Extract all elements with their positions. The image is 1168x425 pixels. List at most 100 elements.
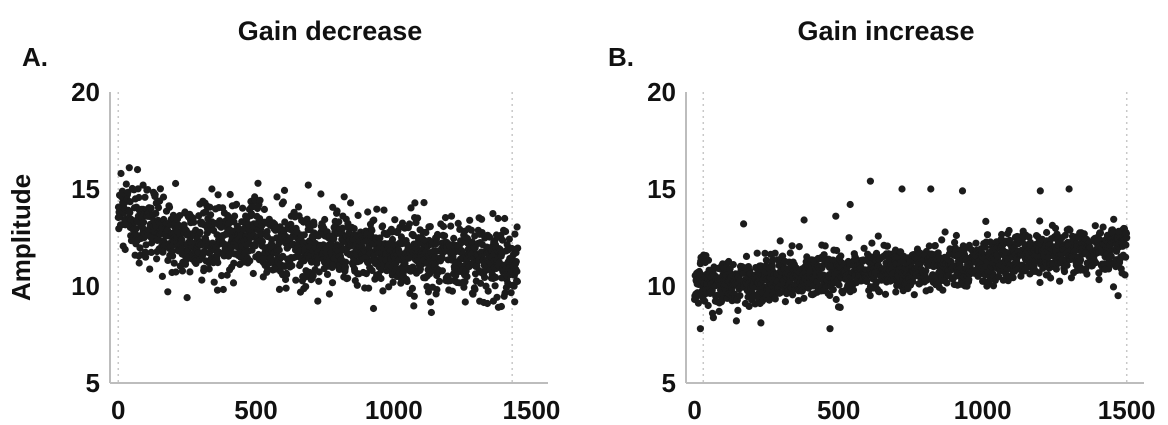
panel-a-point [491, 282, 499, 290]
panel-a-point [493, 293, 501, 301]
panel-a-point [300, 231, 308, 239]
panel-a-point [142, 241, 150, 249]
panel-a-point [344, 274, 352, 282]
panel-a-point [323, 270, 332, 278]
panel-b-point [821, 242, 829, 250]
panel-a-letter: A. [22, 42, 48, 72]
panel-a-point [301, 273, 309, 281]
panel-a-point [424, 288, 432, 296]
panel-a-point [282, 284, 290, 292]
panel-b-point [757, 319, 765, 327]
panel-b-point [732, 317, 740, 325]
panel-a-point [207, 211, 215, 219]
panel-a-point [147, 204, 155, 212]
panel-a-point [153, 255, 161, 263]
panel-a-point [232, 200, 241, 208]
panel-b-point [941, 228, 949, 236]
panel-b-chart: Gain increase B. 5 10 15 20 0 500 1000 1500 [608, 16, 1156, 425]
panel-a-point [126, 209, 134, 217]
panel-b-point [1052, 265, 1060, 273]
panel-b-point [927, 185, 935, 193]
panel-a-points [114, 164, 522, 317]
panel-a-point [226, 190, 234, 199]
panel-a-point [376, 234, 384, 242]
panel-a-point [460, 283, 468, 291]
panel-a-x-tick-label: 0 [111, 395, 125, 425]
panel-a-point [513, 277, 522, 286]
panel-a-point [230, 259, 238, 267]
panel-a-point [217, 223, 225, 231]
panel-a-point [144, 186, 152, 194]
panel-a-point [505, 235, 513, 243]
panel-a-point [342, 258, 350, 266]
panel-a-point [246, 257, 254, 265]
panel-a-point [205, 265, 213, 273]
panel-a-point [247, 210, 255, 218]
panel-a-point [450, 234, 458, 242]
panel-b-point [1025, 233, 1033, 241]
panel-b-point [740, 220, 748, 228]
panel-a-point [420, 199, 428, 207]
panel-a-point [328, 241, 336, 249]
panel-a-point [314, 297, 322, 305]
panel-a-point [427, 308, 435, 317]
panel-a-point [239, 204, 247, 212]
panel-b-point [1096, 229, 1105, 237]
panel-a-point [422, 228, 430, 237]
panel-b-point [892, 288, 900, 296]
panel-b-point [800, 294, 808, 302]
panel-b-point [779, 252, 787, 260]
panel-a-point [151, 190, 159, 199]
panel-a-point [502, 227, 510, 236]
panel-b-point [788, 242, 796, 250]
panel-b-point [1083, 270, 1091, 278]
panel-a-point [369, 304, 378, 313]
panel-a-point [368, 226, 376, 235]
panel-a-point [139, 181, 147, 189]
panel-a-point [501, 289, 509, 297]
panel-a-point [347, 199, 355, 207]
panel-b-point [835, 281, 843, 289]
panel-b-point [1043, 228, 1051, 237]
panel-a-point [292, 276, 300, 284]
panel-a-point [317, 190, 325, 198]
panel-b-point [1095, 276, 1103, 284]
panel-b-x-tick-label: 500 [817, 395, 860, 425]
panel-b-point [898, 185, 906, 193]
panel-b-point [845, 234, 853, 242]
panel-a-point [486, 233, 494, 241]
panel-b-point [789, 291, 797, 299]
panel-b-point [849, 286, 858, 294]
panel-a-point [414, 214, 422, 222]
panel-a-point [190, 218, 198, 226]
panel-b-point [749, 293, 757, 301]
panel-a-point [377, 274, 385, 283]
panel-a-point [389, 278, 397, 286]
panel-b-point [729, 261, 737, 269]
panel-b-point [694, 299, 702, 307]
panel-a-point [391, 216, 399, 224]
panel-a-point [196, 228, 204, 236]
panel-a-y-tick-label: 5 [86, 368, 100, 398]
panel-b-point [1080, 230, 1088, 238]
panel-b-point [800, 216, 808, 224]
panel-b-point [1099, 223, 1107, 231]
panel-a-point [315, 277, 323, 285]
panel-a-point [335, 218, 343, 226]
panel-b-point [1065, 185, 1073, 193]
panel-a-point [494, 214, 502, 223]
panel-a-point [354, 211, 362, 219]
panel-b-point [1047, 274, 1055, 282]
panel-a-point [507, 289, 515, 297]
panel-b-point [1123, 234, 1131, 242]
panel-b-point [939, 286, 947, 294]
panel-b-point [776, 237, 784, 245]
panel-b-point [837, 252, 845, 260]
panel-a-point [494, 303, 502, 311]
panel-a-point [364, 208, 372, 216]
panel-b-point [1036, 217, 1044, 225]
panel-b-x-tick-label: 1000 [954, 395, 1012, 425]
panel-a-point [454, 219, 462, 227]
panel-a-point [122, 180, 130, 188]
panel-b-point [866, 177, 874, 185]
